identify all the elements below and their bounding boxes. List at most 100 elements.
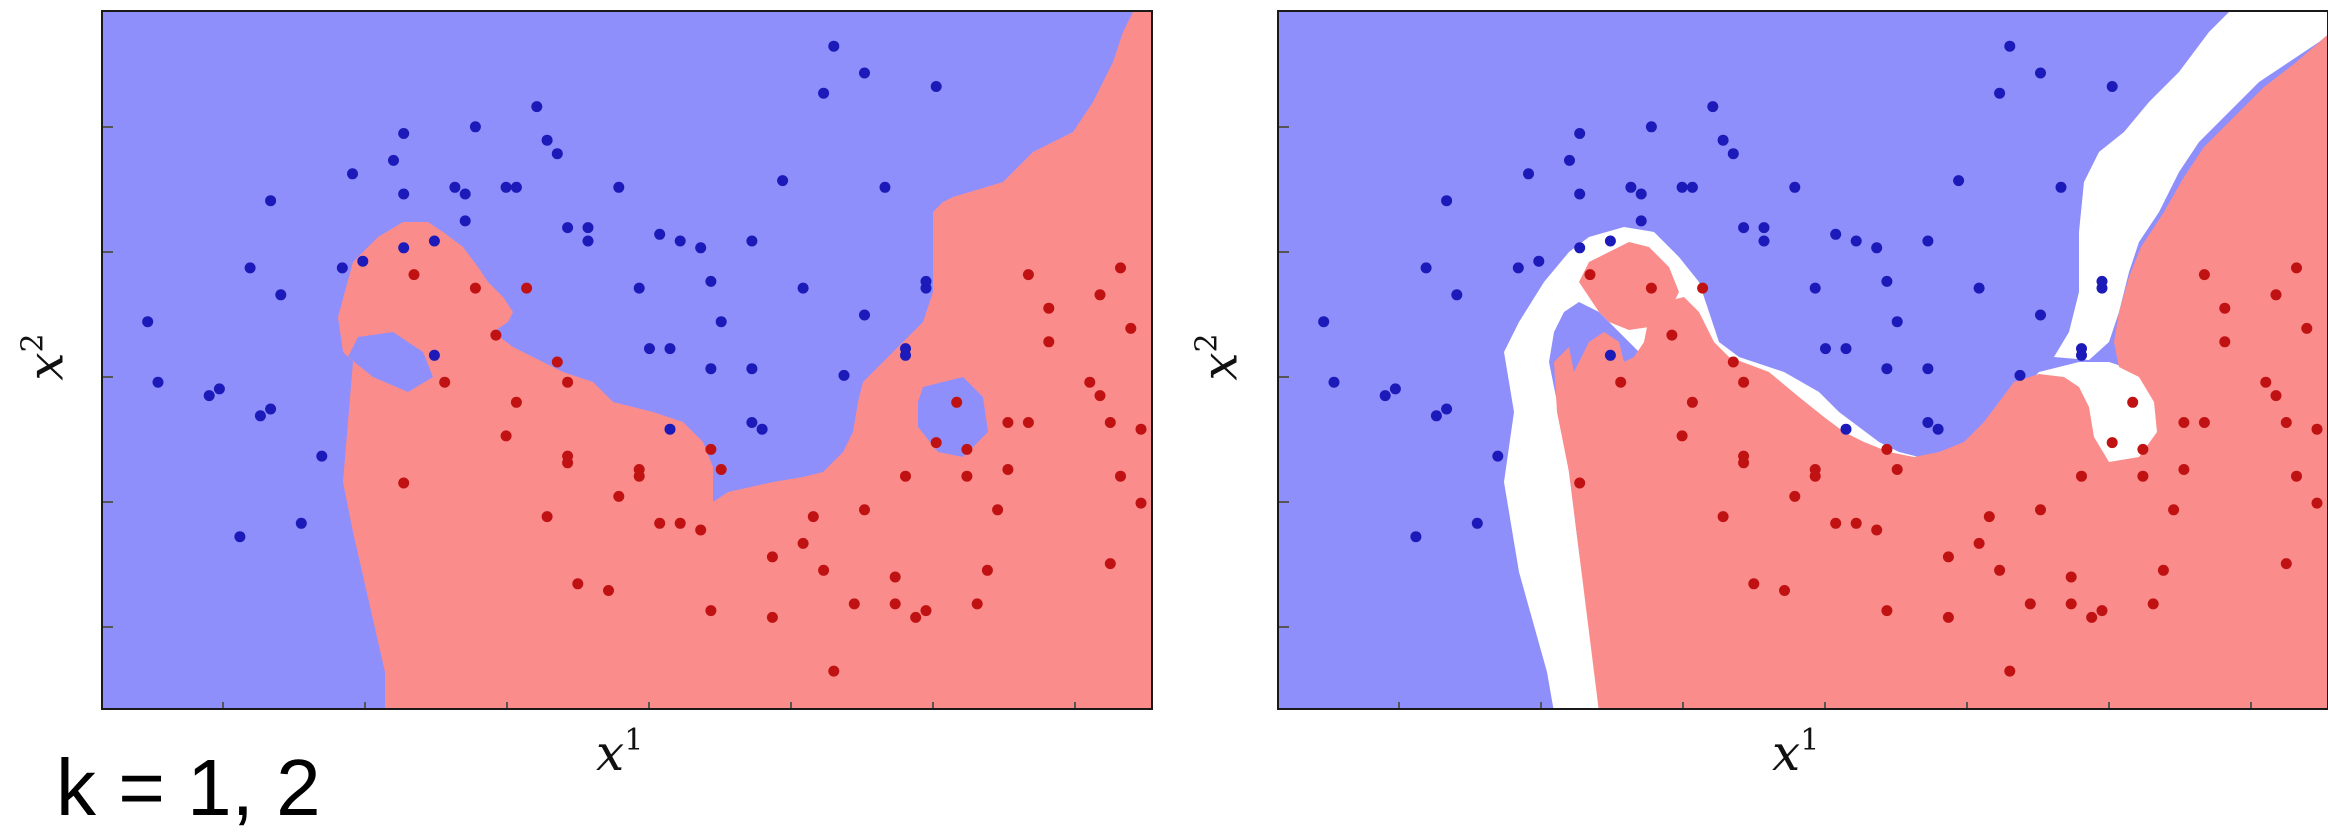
red-data-point	[1779, 585, 1790, 596]
red-data-point	[1871, 524, 1883, 536]
red-data-point	[859, 504, 870, 516]
red-data-point	[1850, 517, 1862, 529]
blue-data-point	[244, 262, 256, 274]
red-data-point	[2127, 396, 2139, 408]
blue-data-point	[1738, 222, 1750, 234]
red-data-point	[797, 537, 809, 549]
blue-data-point	[1471, 517, 1483, 529]
red-data-point	[951, 396, 963, 408]
blue-data-point	[664, 423, 676, 435]
blue-data-point	[1441, 403, 1453, 415]
blue-data-point	[746, 363, 758, 375]
red-data-point	[2270, 390, 2282, 402]
blue-data-point	[1758, 222, 1770, 234]
blue-data-point	[715, 316, 727, 328]
red-data-point	[2311, 497, 2323, 509]
x-axis-label-k1: x1	[596, 723, 644, 782]
red-data-point	[1738, 376, 1750, 388]
blue-data-point	[633, 282, 645, 294]
blue-data-point	[1789, 181, 1801, 193]
red-data-point	[1002, 417, 1014, 428]
blue-data-point	[1451, 289, 1463, 301]
blue-data-point	[879, 181, 891, 193]
blue-data-point	[1840, 343, 1852, 355]
red-data-point	[1574, 477, 1586, 489]
blue-data-point	[213, 383, 225, 395]
red-data-point	[2137, 443, 2149, 455]
red-data-point	[1584, 269, 1596, 281]
red-data-point	[398, 477, 410, 489]
blue-data-point	[705, 275, 717, 287]
red-data-point	[705, 443, 717, 455]
red-data-point	[674, 517, 686, 529]
red-data-point	[2035, 504, 2046, 516]
blue-data-point	[1922, 363, 1934, 375]
blue-data-point	[510, 181, 522, 193]
red-data-point	[1022, 269, 1034, 281]
red-data-point	[1666, 329, 1678, 341]
blue-data-point	[398, 128, 410, 139]
blue-data-point	[1492, 450, 1504, 462]
blue-data-point	[2014, 369, 2026, 381]
blue-data-point	[1564, 154, 1575, 166]
red-data-point	[1738, 457, 1750, 469]
data-points-k1	[142, 40, 1147, 677]
red-data-point	[2219, 336, 2231, 348]
red-data-point	[2065, 598, 2077, 610]
blue-data-point	[1830, 228, 1842, 240]
blue-data-point	[265, 403, 277, 415]
red-data-point	[889, 571, 901, 583]
blue-data-point	[1871, 242, 1883, 254]
blue-data-point	[920, 275, 932, 287]
blue-data-point	[664, 343, 676, 355]
blue-data-point	[398, 188, 410, 200]
blue-data-point	[1891, 316, 1903, 328]
red-data-point	[1002, 464, 1014, 475]
blue-hole-left	[348, 332, 433, 392]
blue-data-point	[388, 154, 399, 166]
red-data-point	[1094, 289, 1106, 301]
red-data-point	[766, 611, 778, 623]
red-data-point	[2280, 558, 2292, 570]
red-data-point	[1676, 430, 1688, 442]
red-data-point	[1115, 262, 1126, 274]
red-data-point	[1115, 470, 1126, 482]
blue-data-point	[336, 262, 348, 274]
blue-data-point	[818, 87, 830, 99]
blue-data-point	[654, 228, 666, 240]
blue-data-point	[1727, 148, 1739, 160]
red-data-point	[2198, 417, 2210, 428]
red-data-point	[2178, 417, 2190, 428]
red-data-point	[562, 457, 574, 469]
blue-data-point	[2076, 349, 2087, 361]
blue-data-point	[1953, 175, 1965, 187]
red-data-point	[1809, 470, 1821, 482]
blue-data-point	[1881, 363, 1893, 375]
red-data-point	[1973, 537, 1985, 549]
blue-data-point	[2035, 67, 2046, 79]
blue-data-point	[1604, 235, 1616, 247]
blue-data-point	[1645, 121, 1657, 133]
red-data-point	[818, 564, 830, 576]
blue-data-point	[695, 242, 707, 254]
red-region	[338, 12, 1151, 708]
blue-data-point	[1820, 343, 1831, 355]
blue-data-point	[449, 181, 461, 193]
red-data-point	[541, 511, 553, 523]
blue-data-point	[1574, 242, 1586, 254]
blue-data-point	[459, 215, 471, 227]
blue-data-point	[1635, 188, 1647, 200]
data-points-k2	[1318, 40, 2323, 677]
red-data-point	[1125, 322, 1137, 334]
red-data-point	[2311, 423, 2323, 435]
blue-data-point	[2004, 40, 2016, 52]
red-data-point	[2219, 302, 2231, 314]
red-data-point	[1881, 605, 1893, 617]
red-data-point	[705, 605, 717, 617]
red-data-point	[766, 551, 778, 563]
red-data-point	[1994, 564, 2006, 576]
blue-data-point	[2106, 81, 2118, 92]
blue-data-point	[828, 40, 840, 52]
blue-data-point	[1922, 235, 1934, 247]
blue-data-point	[469, 121, 481, 133]
